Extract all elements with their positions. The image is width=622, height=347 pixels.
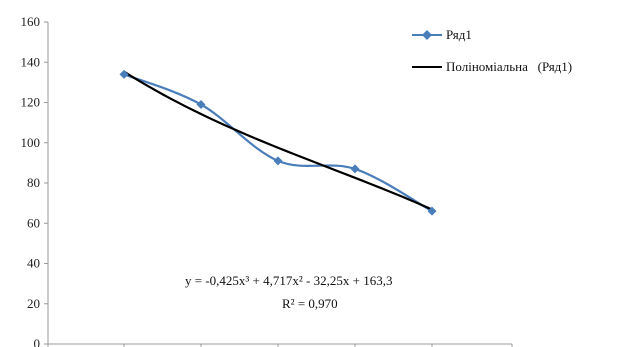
y-tick-label: 40 [27,256,40,271]
y-tick-label: 80 [27,175,40,190]
y-tick-label: 100 [21,135,41,150]
trendline [123,70,433,211]
legend-series-marker [422,30,432,40]
y-tick-label: 160 [21,14,41,29]
legend-series-label: Ряд1 [446,27,472,42]
y-tick-label: 120 [21,95,41,110]
y-tick-label: 20 [27,296,40,311]
data-point [119,69,129,79]
data-point [350,164,360,174]
legend-trendline-label: Поліноміальна (Ряд1) [446,59,572,74]
data-point [196,100,206,110]
trendline-equation: y = -0,425x³ + 4,717x² - 32,25x + 163,3 [185,273,392,288]
plot-area [119,69,437,216]
y-tick-label: 140 [21,54,41,69]
y-tick-label: 0 [34,336,41,347]
data-point [427,206,437,216]
data-point [273,156,283,166]
trendline-r2: R² = 0,970 [282,296,338,311]
y-tick-label: 60 [27,215,40,230]
legend: Ряд1 Поліноміальна (Ряд1) [412,27,572,74]
x-axis [47,343,513,347]
y-axis: 0 20 40 60 80 100 120 140 160 [21,14,49,347]
